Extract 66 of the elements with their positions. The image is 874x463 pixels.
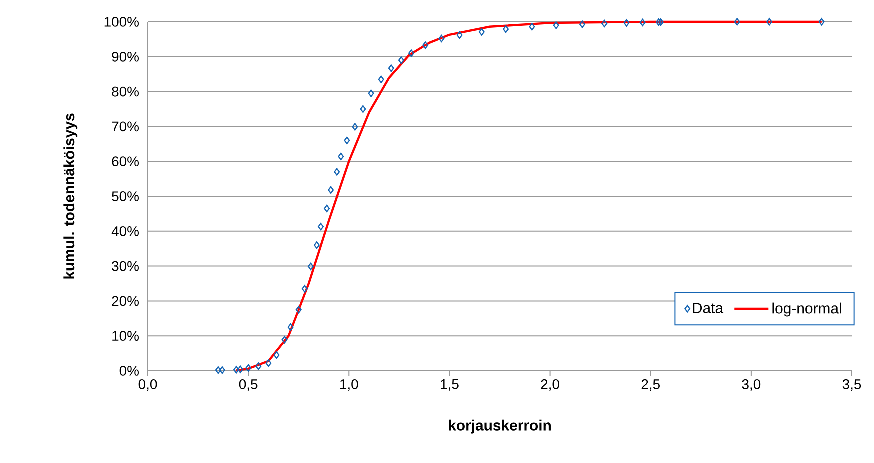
point [215, 366, 222, 374]
x-tick-label: 2,0 [541, 380, 560, 392]
point [296, 306, 302, 314]
point [438, 34, 445, 43]
y-tick-label: 20% [112, 296, 139, 306]
point [282, 336, 288, 344]
y-tick-label: 70% [112, 122, 139, 132]
y-tick-label: 80% [112, 86, 139, 97]
y-tick-label: 100% [104, 17, 139, 27]
point [344, 136, 350, 144]
point [478, 28, 485, 36]
x-tick-label: 1,5 [441, 380, 459, 391]
point [408, 50, 414, 58]
point [766, 18, 773, 26]
point [529, 23, 536, 31]
point [388, 64, 394, 72]
point [256, 362, 262, 370]
point [818, 18, 825, 26]
x-tick-label: 3,0 [742, 380, 761, 392]
y-tick-label: 30% [112, 261, 139, 272]
point [398, 56, 404, 64]
point [302, 285, 308, 293]
y-tick-label: 50% [112, 192, 139, 202]
point [579, 20, 586, 28]
point [318, 223, 324, 231]
x-tick-label: 2,5 [642, 380, 660, 392]
y-tick-label: 60% [112, 156, 139, 167]
point [422, 42, 429, 50]
legend-label: log-normal [772, 302, 842, 317]
x-tick-label: 0,5 [239, 380, 258, 392]
point [219, 366, 226, 374]
y-tick-label: 40% [112, 226, 139, 236]
point [334, 168, 340, 176]
point [658, 18, 664, 26]
point [624, 19, 630, 27]
y-tick-label: 90% [112, 52, 139, 62]
point [238, 366, 244, 374]
x-tick-label: 1,0 [340, 380, 358, 392]
point [640, 18, 646, 26]
y-tick-label: 0% [120, 366, 139, 376]
point [338, 152, 344, 160]
y-axis-title: kumul. todennäköisyys [64, 114, 78, 279]
point [553, 22, 560, 30]
point [324, 204, 330, 212]
point [456, 31, 463, 40]
point [308, 262, 314, 270]
point [234, 366, 240, 374]
point [503, 26, 510, 34]
point [288, 324, 294, 332]
x-tick-label: 3,5 [842, 380, 862, 392]
point [378, 76, 384, 84]
point [656, 18, 662, 26]
point [266, 360, 272, 368]
point [328, 186, 334, 194]
point [246, 364, 252, 372]
point [352, 123, 358, 131]
point [274, 352, 280, 360]
point [314, 242, 320, 250]
point [360, 105, 366, 114]
point [602, 20, 608, 28]
x-tick-label: 0,0 [138, 380, 158, 392]
legend-label: Data [693, 303, 724, 314]
x-axis-title: korjauskerroin [449, 420, 551, 434]
point [368, 90, 374, 98]
point [734, 18, 740, 26]
y-tick-label: 10% [112, 331, 139, 342]
